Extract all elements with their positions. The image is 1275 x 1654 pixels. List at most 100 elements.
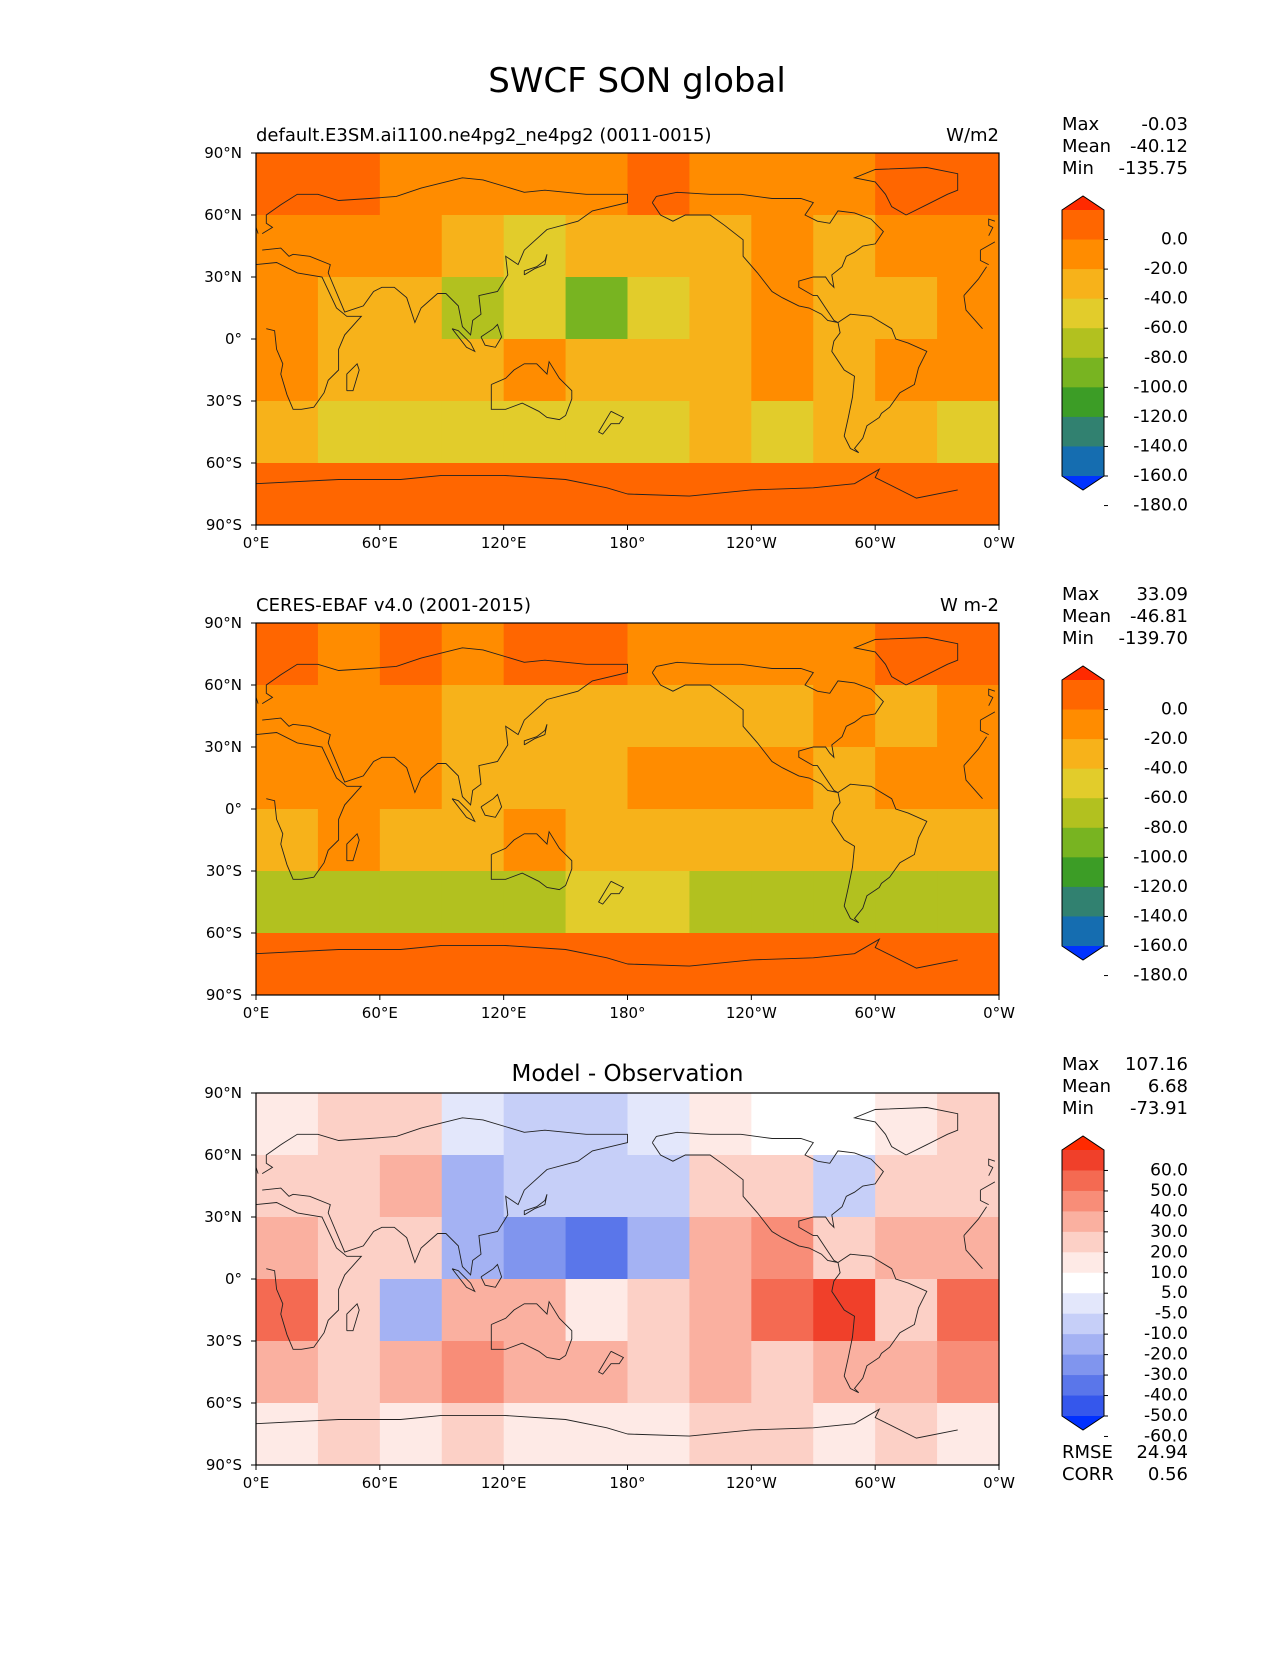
heatmap-cell — [503, 463, 567, 525]
lat-tick-label: 0° — [225, 330, 242, 348]
colorbar-label: -80.0 — [1144, 348, 1188, 368]
heatmap-cell — [441, 1403, 505, 1465]
heatmap-cell — [256, 1093, 319, 1156]
heatmap-cell — [627, 747, 691, 810]
stat-label-min: Min — [1062, 1098, 1094, 1119]
heatmap-cell — [875, 215, 938, 278]
colorbar-segment — [1062, 239, 1104, 270]
colorbar-segment — [1062, 1170, 1104, 1192]
heatmap-cell — [689, 1341, 752, 1404]
colorbar-segment — [1062, 916, 1104, 947]
heatmap-cell — [379, 1093, 443, 1156]
colorbar-label: -40.0 — [1144, 759, 1188, 779]
coastline-sumatra — [451, 1268, 476, 1293]
stat-label-max: Max — [1062, 1054, 1100, 1075]
colorbar-segment — [1062, 298, 1104, 329]
heatmap-cell — [751, 339, 814, 402]
colorbar-segment — [1062, 1334, 1104, 1356]
heatmap-cell — [565, 685, 629, 748]
heatmap-cell — [937, 1279, 999, 1342]
coastline-greenland — [852, 1107, 959, 1156]
lat-tick-label: 30°S — [206, 392, 242, 410]
heatmap-cell — [256, 1341, 319, 1404]
coastline-antarctica — [256, 468, 958, 499]
heatmap-cell — [813, 1093, 876, 1156]
heatmap-cell — [565, 871, 629, 934]
lat-tick-label: 0° — [225, 800, 242, 818]
heatmap-cells — [256, 153, 999, 525]
stat-value-rmse: 24.94 — [1136, 1442, 1188, 1463]
colorbar: 60.050.040.030.020.010.05.0-5.0-10.0-20.… — [1061, 1135, 1188, 1446]
heatmap-cell — [689, 1217, 752, 1280]
colorbar-label: -140.0 — [1133, 436, 1188, 456]
heatmap-cell — [751, 1217, 814, 1280]
heatmap-cell — [875, 871, 938, 934]
colorbar-segment — [1062, 709, 1104, 740]
colorbar-label: 60.0 — [1150, 1160, 1188, 1180]
heatmap-cell — [627, 1155, 691, 1218]
heatmap-cell — [256, 401, 319, 464]
heatmap-cell — [937, 1155, 999, 1218]
lon-tick-label: 120°E — [481, 534, 527, 552]
lon-tick-label: 120°E — [481, 1474, 527, 1492]
colorbar-label: -5.0 — [1155, 1304, 1188, 1324]
colorbar-segment — [1062, 357, 1104, 388]
heatmap-cell — [565, 1403, 629, 1465]
colorbar-label: 10.0 — [1150, 1263, 1188, 1283]
heatmap-cell — [565, 809, 629, 872]
lat-tick-label: 90°N — [204, 144, 242, 162]
panel-title-left: CERES-EBAF v4.0 (2001-2015) — [256, 595, 531, 616]
heatmap-cell — [256, 1403, 319, 1465]
heatmap-cell — [875, 339, 938, 402]
heatmap-cell — [317, 1093, 381, 1156]
heatmap-cell — [565, 277, 629, 340]
lat-tick-label: 90°N — [204, 1084, 242, 1102]
colorbar-label: -100.0 — [1133, 847, 1188, 867]
stat-label-max: Max — [1062, 114, 1100, 135]
colorbar-segment — [1062, 1231, 1104, 1253]
heatmap-cell — [627, 215, 691, 278]
coastline-samerica — [831, 1253, 928, 1394]
colorbar-segment — [1062, 798, 1104, 829]
heatmap-cell — [317, 215, 381, 278]
heatmap-cell — [565, 1279, 629, 1342]
heatmap-cell — [503, 1341, 567, 1404]
colorbar-segment — [1062, 1354, 1104, 1376]
heatmap-cell — [441, 277, 505, 340]
stat-value-max: -0.03 — [1141, 114, 1188, 135]
heatmap-cell — [503, 1217, 567, 1280]
stat-value-max: 107.16 — [1125, 1054, 1188, 1075]
heatmap-cell — [627, 1279, 691, 1342]
coastline-samerica — [831, 313, 928, 454]
heatmap-cell — [565, 463, 629, 525]
heatmap-cell — [751, 463, 814, 525]
lon-tick-label: 0°W — [983, 1474, 1015, 1492]
heatmap-cell — [441, 809, 505, 872]
heatmap-cell — [317, 463, 381, 525]
heatmap-cell — [441, 215, 505, 278]
heatmap-cell — [441, 1093, 505, 1156]
coastline-namerica — [651, 661, 884, 793]
stat-label-min: Min — [1062, 158, 1094, 179]
colorbar-label: -120.0 — [1133, 877, 1188, 897]
coastline-samerica — [831, 783, 928, 924]
heatmap-cell — [317, 339, 381, 402]
coastline-madagascar — [346, 362, 360, 392]
heatmap-cell — [317, 933, 381, 995]
colorbar-segment — [1062, 446, 1104, 477]
map-panel-3: Model - Observation 90°N 60°N 30°N 0° 30°S 60°… — [204, 1054, 1188, 1492]
lat-tick-label: 60°S — [206, 454, 242, 472]
lon-tick-label: 60°W — [854, 1474, 896, 1492]
lat-tick-label: 90°S — [206, 516, 242, 534]
heatmap-cell — [256, 463, 319, 525]
colorbar-segment — [1062, 768, 1104, 799]
map-panel-2: CERES-EBAF v4.0 (2001-2015) W m-2 90°N 60°N… — [204, 584, 1188, 1022]
heatmap-cell — [751, 871, 814, 934]
heatmap-cell — [813, 1341, 876, 1404]
heatmap-cell — [813, 277, 876, 340]
heatmap-cell — [627, 401, 691, 464]
heatmap-cell — [317, 809, 381, 872]
heatmap-cell — [379, 153, 443, 216]
colorbar: 0.0 -20.0 -40.0 -60.0 -80.0 -100.0 -120.0 -140.… — [1061, 195, 1188, 516]
lat-tick-label: 30°S — [206, 1332, 242, 1350]
